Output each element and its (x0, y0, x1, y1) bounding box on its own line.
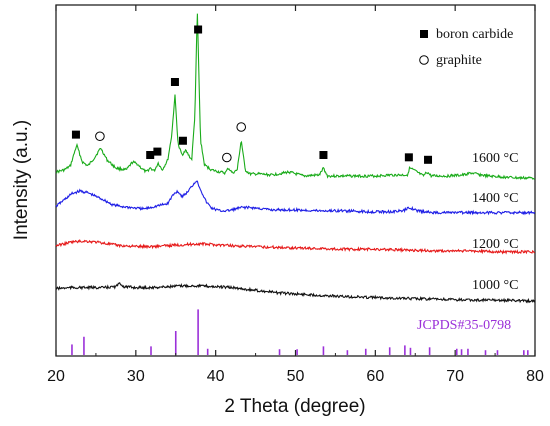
legend: boron carbide graphite (419, 27, 513, 68)
x-tick-label: 80 (526, 368, 544, 385)
graphite-marker (222, 152, 232, 163)
series-label-1400: 1400 °C (472, 191, 518, 206)
legend-square-marker (420, 30, 428, 38)
series-line-3 (55, 238, 535, 255)
series-line-1 (55, 13, 536, 181)
series-line-4 (55, 281, 536, 304)
series-label-1000: 1000 °C (472, 278, 518, 293)
x-axis-ticks: 20 30 40 50 60 70 80 (47, 5, 544, 385)
y-axis-label: Intensity (a.u.) (11, 120, 32, 240)
phase-markers (71, 25, 433, 164)
x-tick-label: 20 (47, 368, 65, 385)
boron-carbide-marker (71, 130, 80, 139)
boron-carbide-marker (194, 25, 203, 34)
boron-carbide-marker (319, 151, 328, 159)
legend-label-boron-carbide: boron carbide (436, 27, 513, 42)
reference-bars (71, 309, 529, 355)
series-label-1200: 1200 °C (472, 237, 518, 252)
x-tick-label: 70 (446, 368, 464, 385)
series-line-2 (55, 180, 536, 216)
boron-carbide-marker (170, 78, 179, 86)
boron-carbide-marker (153, 147, 162, 156)
x-tick-label: 60 (366, 368, 384, 385)
boron-carbide-marker (424, 155, 433, 164)
boron-carbide-marker (146, 151, 155, 159)
x-tick-label: 50 (287, 368, 305, 385)
reference-label: JCPDS#35-0798 (417, 318, 511, 333)
x-tick-label: 30 (127, 368, 145, 385)
series-lines (55, 13, 536, 304)
series-label-1600: 1600 °C (472, 151, 518, 166)
graphite-marker (95, 131, 105, 142)
graphite-marker (236, 122, 247, 132)
legend-circle-marker (419, 55, 429, 65)
boron-carbide-marker (404, 153, 413, 162)
x-axis-label: 2 Theta (degree) (224, 396, 365, 417)
boron-carbide-marker (178, 136, 187, 145)
legend-label-graphite: graphite (436, 53, 482, 68)
x-tick-label: 40 (207, 368, 225, 385)
